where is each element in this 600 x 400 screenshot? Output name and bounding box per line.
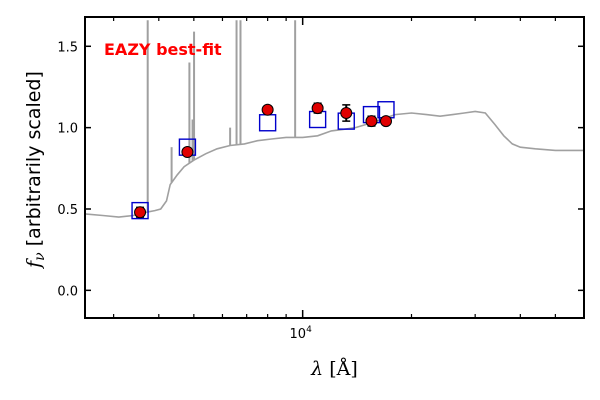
x-axis-label-var: λ xyxy=(310,358,323,380)
x-axis-label-unit: [Å] xyxy=(323,358,358,380)
x-tick-label: 104 xyxy=(290,325,313,342)
y-axis-label: fν [arbitrarily scaled] xyxy=(23,71,48,270)
observed-photometry-point xyxy=(134,206,147,219)
model-photometry-square xyxy=(258,114,277,132)
template-spectrum-line xyxy=(84,110,584,218)
y-tick-label: 1.5 xyxy=(57,40,78,55)
x-tick-label-base: 10 xyxy=(290,327,307,342)
observed-photometry-point xyxy=(311,102,324,115)
x-tick-label-exponent: 4 xyxy=(306,325,312,335)
observed-photometry-point xyxy=(365,115,378,128)
y-axis-label-var: f xyxy=(23,258,45,270)
observed-photometry-point xyxy=(379,115,392,128)
model-photometry-square xyxy=(131,201,149,220)
observed-photometry-point xyxy=(261,103,274,116)
observed-photometry-point xyxy=(181,146,194,159)
axes-frame xyxy=(84,16,585,319)
y-tick-label: 0.0 xyxy=(57,284,78,299)
y-axis-label-sub: ν xyxy=(32,252,48,261)
best-fit-annotation: EAZY best-fit xyxy=(104,40,222,59)
plot-area xyxy=(84,20,584,220)
y-tick-label: 1.0 xyxy=(57,122,78,137)
y-tick-label: 0.5 xyxy=(57,203,78,218)
axis-ticks: 0.0 0.5 1.0 1.5 104 xyxy=(57,17,584,342)
observed-photometry-point xyxy=(340,106,353,119)
y-axis-label-text: [arbitrarily scaled] xyxy=(23,71,45,252)
x-axis-label: λ [Å] xyxy=(310,358,358,380)
